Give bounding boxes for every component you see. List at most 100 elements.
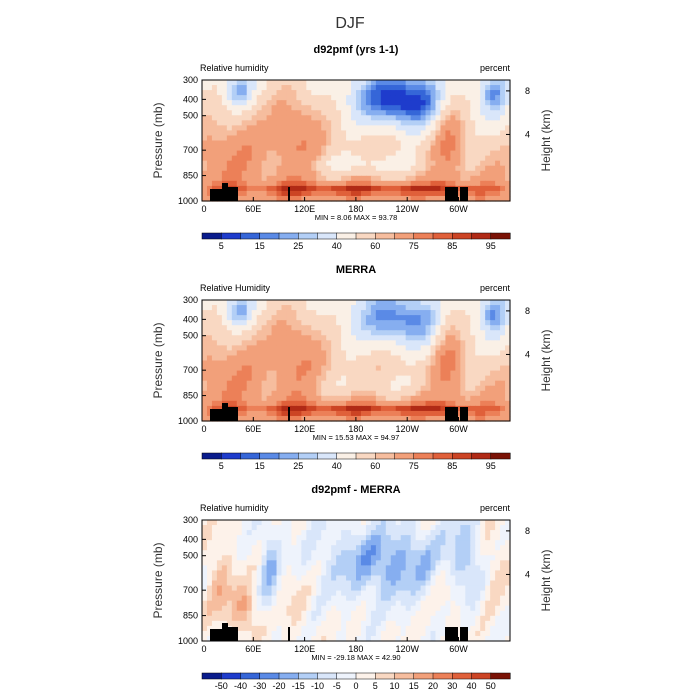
x-tick-label: 60W xyxy=(449,424,468,434)
heatmap-cell xyxy=(425,585,432,592)
heatmap-cell xyxy=(261,110,268,116)
heatmap-cell xyxy=(415,165,422,172)
heatmap-cell xyxy=(321,120,327,126)
heatmap-cell xyxy=(455,370,461,377)
heatmap-cell xyxy=(470,395,476,402)
heatmap-cell xyxy=(415,325,422,331)
heatmap-cell xyxy=(286,90,293,96)
heatmap-cell xyxy=(231,150,238,157)
heatmap-cell xyxy=(236,345,243,352)
heatmap-cell xyxy=(375,190,382,197)
heatmap-cell xyxy=(380,370,387,377)
heatmap-cell xyxy=(251,565,258,572)
heatmap-cell xyxy=(490,105,496,111)
heatmap-cell xyxy=(460,345,466,352)
heatmap-cell xyxy=(415,140,422,147)
heatmap-cell xyxy=(485,355,491,362)
heatmap-cell xyxy=(450,80,456,86)
heatmap-cell xyxy=(286,360,293,367)
heatmap-cell xyxy=(390,190,397,197)
heatmap-cell xyxy=(306,410,312,417)
heatmap-cell xyxy=(490,165,496,172)
heatmap-cell xyxy=(475,85,481,91)
heatmap-cell xyxy=(236,585,243,592)
heatmap-cell xyxy=(236,565,243,572)
heatmap-cell xyxy=(331,150,337,157)
heatmap-cell xyxy=(356,100,362,106)
heatmap-cell xyxy=(341,635,347,642)
heatmap-cell xyxy=(321,635,327,642)
heatmap-cell xyxy=(390,100,397,106)
heatmap-cell xyxy=(271,350,278,357)
heatmap-cell xyxy=(271,345,278,352)
heatmap-cell xyxy=(216,395,223,402)
heatmap-cell xyxy=(430,120,437,126)
heatmap-cell xyxy=(341,135,347,142)
heatmap-cell xyxy=(480,185,486,192)
heatmap-cell xyxy=(370,565,377,572)
heatmap-cell xyxy=(286,315,293,321)
heatmap-cell xyxy=(236,385,243,392)
heatmap-cell xyxy=(231,550,238,556)
heatmap-cell xyxy=(316,85,322,91)
heatmap-cell xyxy=(500,310,506,316)
heatmap-cell xyxy=(425,600,432,607)
colorbar-swatch xyxy=(490,452,511,460)
heatmap-cell xyxy=(256,345,263,352)
heatmap-cell xyxy=(455,400,461,407)
x-tick-label: 120E xyxy=(294,424,315,434)
heatmap-cell xyxy=(380,185,387,192)
topography-block xyxy=(288,187,290,201)
heatmap-cell xyxy=(271,310,278,316)
heatmap-cell xyxy=(266,95,273,101)
heatmap-cell xyxy=(261,155,268,162)
heatmap-cell xyxy=(430,565,437,572)
heatmap-cell xyxy=(211,125,218,132)
heatmap-cell xyxy=(405,90,412,96)
heatmap-cell xyxy=(231,100,238,106)
heatmap-cell xyxy=(211,610,218,617)
heatmap-cell xyxy=(202,340,208,346)
heatmap-cell xyxy=(365,565,372,572)
heatmap-cell xyxy=(495,575,501,582)
heatmap-cell xyxy=(241,360,248,367)
heatmap-cell xyxy=(385,570,392,577)
heatmap-cell xyxy=(231,165,238,172)
heatmap-cell xyxy=(356,400,362,407)
heatmap-cell xyxy=(360,90,367,96)
heatmap-cell xyxy=(296,145,302,152)
heatmap-cell xyxy=(395,370,402,377)
heatmap-cell xyxy=(430,110,437,116)
heatmap-cell xyxy=(336,340,342,346)
heatmap-cell xyxy=(495,100,501,106)
heatmap-cell xyxy=(415,330,422,336)
heatmap-cell xyxy=(226,605,233,612)
heatmap-cell xyxy=(485,575,491,582)
heatmap-cell xyxy=(370,155,377,162)
heatmap-cell xyxy=(286,165,293,172)
heatmap-cell xyxy=(430,615,437,622)
heatmap-cell xyxy=(341,630,347,637)
heatmap-cell xyxy=(380,300,387,306)
heatmap-cell xyxy=(211,345,218,352)
heatmap-cell xyxy=(301,325,307,331)
heatmap-cell xyxy=(266,300,273,306)
heatmap-cell xyxy=(385,600,392,607)
heatmap-cell xyxy=(211,325,218,331)
heatmap-cell xyxy=(425,320,432,326)
heatmap-cell xyxy=(311,360,317,367)
heatmap-cell xyxy=(226,600,233,607)
heatmap-cell xyxy=(450,110,456,116)
heatmap-cell xyxy=(480,315,486,321)
heatmap-cell xyxy=(390,575,397,582)
heatmap-cell xyxy=(311,535,317,541)
heatmap-cell xyxy=(415,355,422,362)
heatmap-cell xyxy=(221,380,228,387)
heatmap-cell xyxy=(505,300,511,306)
heatmap-cell xyxy=(291,105,297,111)
heatmap-cell xyxy=(261,395,268,402)
heatmap-cell xyxy=(266,415,273,422)
heatmap-cell xyxy=(465,615,471,622)
heatmap-cell xyxy=(261,365,268,372)
heatmap-cell xyxy=(425,590,432,597)
